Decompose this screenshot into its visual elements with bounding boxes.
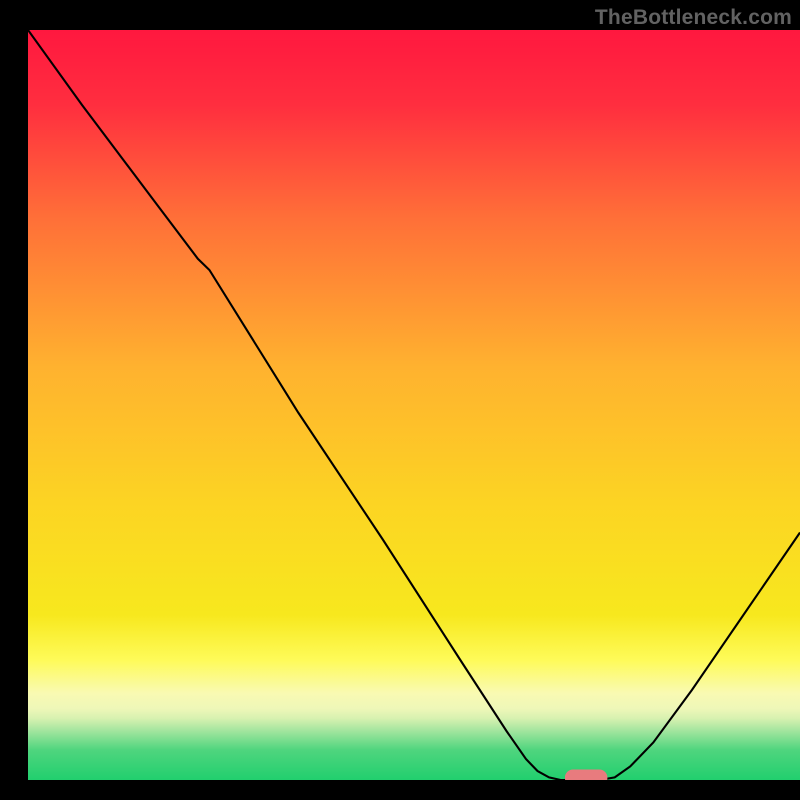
optimal-marker xyxy=(565,770,607,787)
chart-frame: TheBottleneck.com xyxy=(0,0,800,800)
gradient-background xyxy=(28,30,800,780)
gradient-v-chart xyxy=(0,0,800,800)
